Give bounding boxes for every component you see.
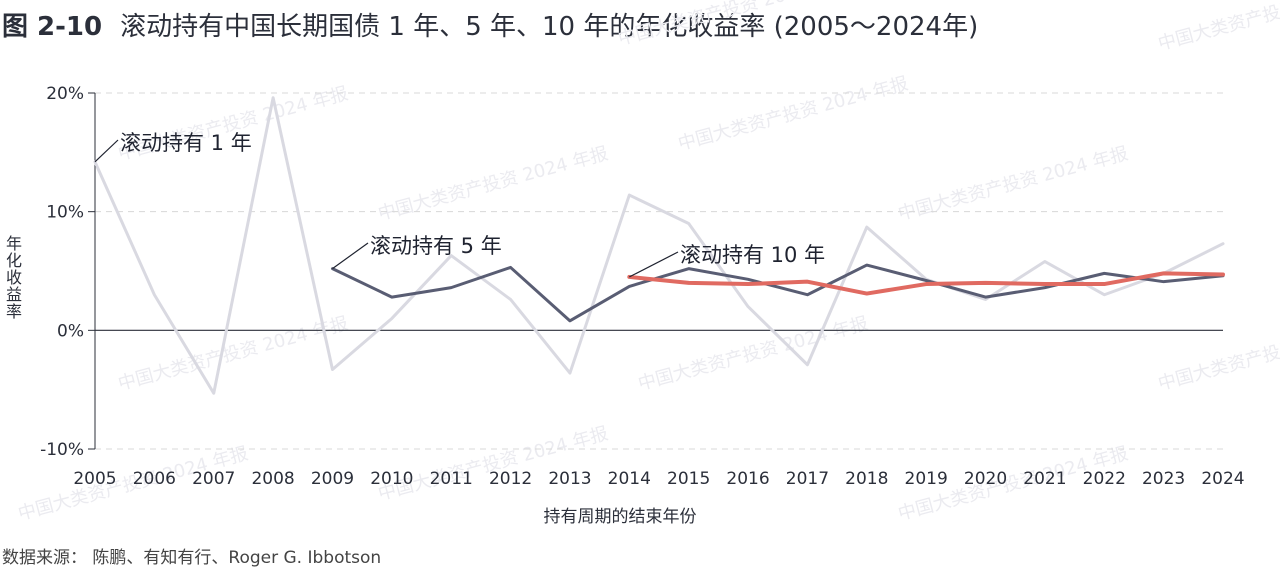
- x-tick-label: 2014: [608, 469, 651, 489]
- x-tick-label: 2023: [1142, 469, 1185, 489]
- x-tick-label: 2016: [726, 469, 769, 489]
- watermark-text: 中国大类资产投资 2024 年报: [1156, 313, 1280, 395]
- watermark-text: 中国大类资产投资 2024 年报: [1156, 0, 1280, 55]
- x-tick-label: 2008: [251, 469, 294, 489]
- x-tick-label: 2020: [964, 469, 1007, 489]
- figure-number: 图 2-10: [2, 12, 103, 42]
- x-tick-label: 2013: [548, 469, 591, 489]
- series-10yr-line: [627, 271, 1225, 296]
- x-tick-label: 2010: [370, 469, 413, 489]
- watermark-text: 中国大类资产投资 2024 年报: [896, 143, 1131, 225]
- series-annotation: 滚动持有 1 年: [120, 131, 252, 155]
- watermark-text: 中国大类资产投资 2024 年报: [376, 143, 611, 225]
- watermark-text: 中国大类资产投资 2024 年报: [616, 0, 851, 50]
- source-note: 数据来源： 陈鹏、有知有行、Roger G. Ibbotson: [2, 548, 382, 568]
- x-tick-label: 2018: [845, 469, 888, 489]
- y-tick-label: 0%: [57, 321, 84, 341]
- y-axis-label: 年化收益率: [5, 234, 22, 321]
- watermark-text: 中国大类资产投资 2024 年报: [116, 313, 351, 395]
- x-tick-label: 2011: [430, 469, 473, 489]
- series-5yr-line: [330, 263, 1225, 323]
- figure-title: 滚动持有中国长期国债 1 年、5 年、10 年的年化收益率 (2005～2024…: [120, 12, 979, 42]
- y-tick-label: -10%: [40, 440, 84, 460]
- annotation-leader: [332, 242, 369, 270]
- x-tick-label: 2015: [667, 469, 710, 489]
- watermark-text: 中国大类资产投资 2024 年报: [636, 313, 871, 395]
- x-tick-label: 2017: [786, 469, 829, 489]
- y-tick-label: 10%: [46, 203, 84, 223]
- x-tick-label: 2022: [1083, 469, 1126, 489]
- x-tick-label: 2012: [489, 469, 532, 489]
- watermark-text: 中国大类资产投资 2024 年报: [676, 73, 911, 155]
- annotation-leader: [629, 251, 679, 278]
- annotation-leader: [94, 139, 119, 163]
- x-tick-label: 2007: [192, 469, 235, 489]
- x-tick-label: 2005: [73, 469, 116, 489]
- x-tick-label: 2009: [311, 469, 354, 489]
- series-annotation: 滚动持有 5 年: [370, 234, 502, 258]
- y-tick-label: 20%: [46, 84, 84, 104]
- series-1yr-line: [93, 96, 1225, 395]
- x-tick-label: 2021: [1023, 469, 1066, 489]
- x-tick-label: 2006: [133, 469, 176, 489]
- x-tick-label: 2024: [1201, 469, 1244, 489]
- x-axis-title: 持有周期的结束年份: [544, 507, 697, 527]
- watermark-text: 中国大类资产投资 2024 年报: [376, 423, 611, 505]
- x-tick-label: 2019: [905, 469, 948, 489]
- series-annotation: 滚动持有 10 年: [680, 243, 825, 267]
- chart-title: 图 2-10 滚动持有中国长期国债 1 年、5 年、10 年的年化收益率 (200…: [2, 6, 978, 43]
